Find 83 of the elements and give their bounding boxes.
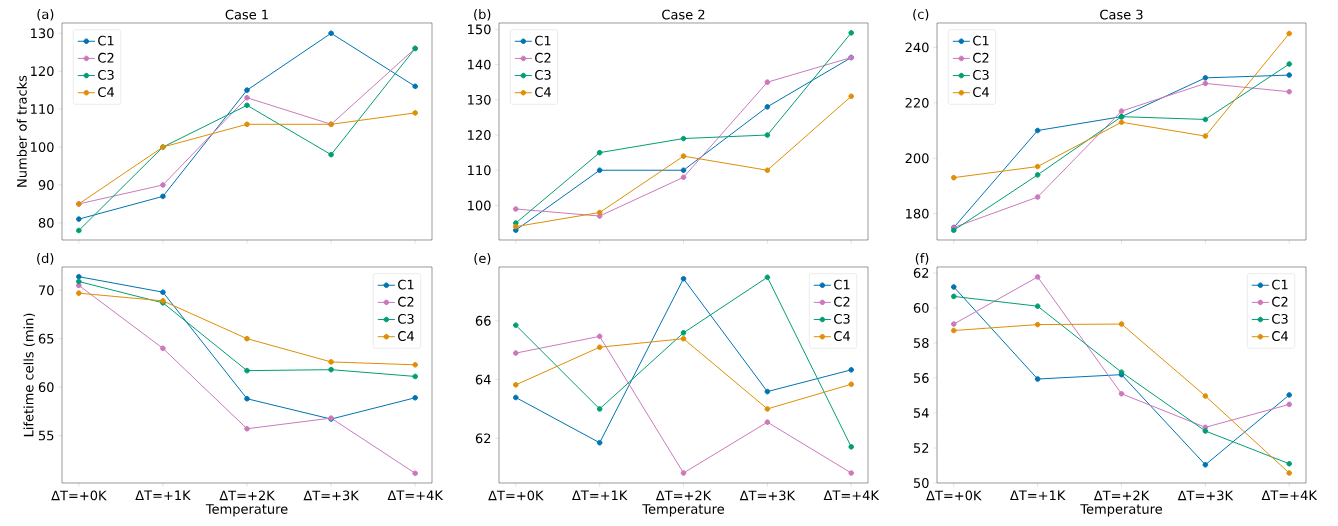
legend-label: C4 xyxy=(973,87,989,97)
x-axis-title: Temperature xyxy=(1080,504,1162,517)
y-tick-label: 62 xyxy=(475,433,491,444)
legend-label: C2 xyxy=(98,52,114,63)
y-tick-label: 180 xyxy=(906,208,929,219)
legend-label: C2 xyxy=(398,296,414,307)
legend-label: C3 xyxy=(973,70,989,80)
y-tick-label: 56 xyxy=(913,373,929,383)
y-tick-label: 240 xyxy=(905,42,929,53)
y-tick-label: 55 xyxy=(38,430,54,441)
y-tick-label: 120 xyxy=(31,66,54,77)
x-tick-label: ΔT=+2K xyxy=(219,490,275,501)
x-tick-label: ΔT=+3K xyxy=(1177,490,1234,501)
y-tick-label: 120 xyxy=(468,130,491,140)
y-tick-label: 90 xyxy=(38,180,54,190)
y-tick-label: 110 xyxy=(468,165,491,176)
y-tick-label: 62 xyxy=(913,268,929,278)
legend-label: C4 xyxy=(398,331,414,341)
legend-label: C4 xyxy=(535,87,551,97)
text: (d) xyxy=(37,253,54,265)
chart-title: Case 1 xyxy=(225,9,268,20)
legend-label: C2 xyxy=(834,296,850,307)
legend-label: C3 xyxy=(98,70,114,80)
y-tick-label: 110 xyxy=(31,104,54,115)
x-tick-label: ΔT=+0K xyxy=(488,490,544,501)
x-axis-title: Temperature xyxy=(642,504,724,517)
x-tick-label: ΔT=+0K xyxy=(51,490,107,501)
x-tick-label: ΔT=+2K xyxy=(655,490,712,501)
y-axis-title: Lifetime cells (min) xyxy=(23,313,36,437)
text: (e) xyxy=(474,253,491,265)
y-tick-label: 140 xyxy=(468,59,491,70)
chart-title: Case 3 xyxy=(1100,9,1143,20)
y-tick-label: 100 xyxy=(31,142,54,152)
y-tick-label: 50 xyxy=(913,478,929,488)
x-tick-label: ΔT=+2K xyxy=(1093,490,1150,501)
x-tick-label: ΔT=+4K xyxy=(387,490,444,500)
x-tick-label: ΔT=+3K xyxy=(303,490,360,501)
y-tick-label: 66 xyxy=(475,315,491,326)
legend-label: C4 xyxy=(834,331,850,341)
x-tick-label: ΔT=+3K xyxy=(739,490,796,501)
chart-title: Case 2 xyxy=(662,9,705,20)
legend-label: C2 xyxy=(973,52,989,63)
legend-label: C1 xyxy=(973,35,989,46)
x-tick-label: ΔT=+1K xyxy=(135,490,191,500)
legend-label: C2 xyxy=(1272,296,1288,307)
legend-label: C4 xyxy=(98,87,114,97)
legend-label: C3 xyxy=(398,313,414,324)
y-axis-title: Number of tracks xyxy=(16,75,27,187)
legend-label: C1 xyxy=(98,35,114,46)
y-tick-label: 64 xyxy=(475,374,491,385)
text: (c) xyxy=(913,9,929,21)
x-tick-label: ΔT=+4K xyxy=(823,490,880,500)
y-tick-label: 54 xyxy=(913,408,929,418)
y-tick-label: 65 xyxy=(38,333,54,344)
y-tick-label: 60 xyxy=(38,382,54,393)
text: (f) xyxy=(915,253,929,265)
y-tick-label: 60 xyxy=(913,303,929,313)
y-tick-label: 130 xyxy=(468,94,491,105)
y-tick-label: 58 xyxy=(913,338,929,348)
legend-label: C2 xyxy=(535,52,551,63)
x-tick-label: ΔT=+1K xyxy=(1010,490,1066,500)
text: (b) xyxy=(474,9,491,21)
legend-label: C1 xyxy=(834,279,850,290)
legend-label: C3 xyxy=(1272,313,1288,324)
legend-label: C1 xyxy=(398,279,414,290)
y-tick-label: 52 xyxy=(913,443,929,453)
y-tick-label: 130 xyxy=(31,28,54,39)
y-tick-label: 70 xyxy=(39,285,54,296)
legend-label: C1 xyxy=(1272,279,1288,290)
legend-label: C4 xyxy=(1272,331,1288,341)
x-tick-label: ΔT=+1K xyxy=(572,490,628,500)
x-tick-label: ΔT=+0K xyxy=(926,490,982,501)
y-tick-label: 200 xyxy=(905,153,929,164)
text: (a) xyxy=(37,9,54,21)
legend-label: C3 xyxy=(834,313,850,324)
legend-label: C3 xyxy=(535,70,551,80)
legend-label: C1 xyxy=(535,35,551,46)
y-tick-label: 220 xyxy=(905,97,929,108)
y-tick-label: 80 xyxy=(38,218,54,228)
x-axis-title: Temperature xyxy=(205,504,288,517)
y-tick-label: 100 xyxy=(468,200,491,211)
x-tick-label: ΔT=+4K xyxy=(1261,490,1318,500)
y-tick-label: 150 xyxy=(468,24,491,35)
